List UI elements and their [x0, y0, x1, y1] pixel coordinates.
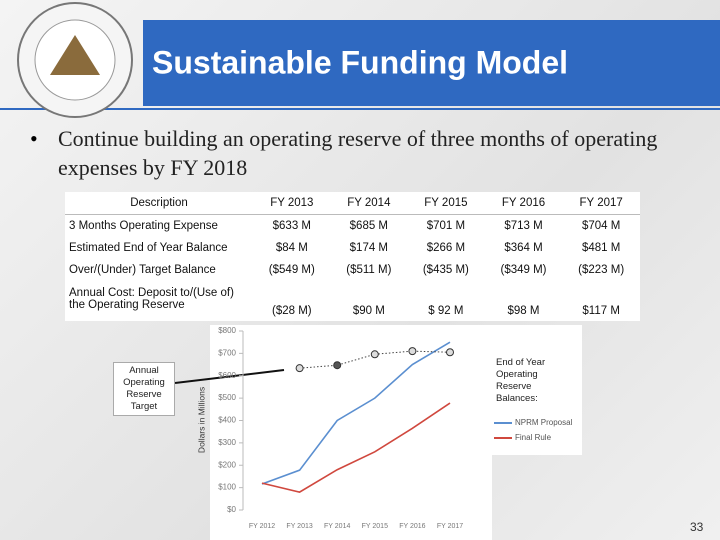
table-cell: ($511 M): [346, 264, 392, 276]
column-header: FY 2014: [330, 192, 408, 215]
table-cell: $364 M: [504, 242, 543, 254]
y-tick-label: $400: [218, 416, 236, 425]
table-cell: $ 92 M: [428, 305, 464, 317]
bullet-text: Continue building an operating reserve o…: [58, 126, 658, 180]
y-axis-label: Dollars in Millions: [196, 387, 206, 453]
table-row: Annual Cost: Deposit to/(Use of) the Ope…: [65, 281, 640, 321]
table-cell: $266 M: [426, 242, 466, 254]
y-tick-label: $800: [218, 326, 236, 335]
table-cell: $98 M: [507, 305, 540, 317]
annotation-arrow: [174, 369, 285, 384]
y-tick-label: $200: [218, 460, 236, 469]
table-cell: $90 M: [352, 305, 385, 317]
table-cell: $701 M: [426, 220, 466, 232]
point-marker: [333, 361, 342, 370]
series-line: [299, 350, 451, 369]
table-cell: ($349 M): [500, 264, 547, 276]
column-header: FY 2016: [484, 192, 563, 215]
table-cell: Annual Cost: Deposit to/(Use of) the Ope…: [69, 287, 234, 311]
series-line: [261, 341, 451, 485]
x-tick-label: FY 2013: [286, 523, 312, 530]
header-rule: [0, 108, 720, 110]
annotation: Annual Operating Reserve Target: [113, 362, 175, 416]
table-row: Estimated End of Year Balance $84 M $174 M…: [65, 237, 640, 259]
y-tick-label: $600: [218, 371, 236, 380]
page-number: 33: [690, 520, 704, 534]
x-tick-label: FY 2015: [362, 523, 388, 530]
table-row: 3 Months Operating Expense $633 M $685 M $7…: [65, 215, 640, 238]
annotation: End of Year Operating Reserve Balances:: [496, 357, 546, 404]
column-header: Description: [65, 192, 253, 215]
slide-title: Sustainable Funding Model: [152, 44, 568, 80]
y-tick-label: $100: [218, 483, 236, 492]
table-cell: Estimated End of Year Balance: [69, 242, 228, 254]
table-cell: ($549 M): [268, 264, 315, 276]
bullet-marker: •: [30, 126, 38, 151]
y-tick-label: $300: [218, 438, 236, 447]
column-header: FY 2013: [253, 192, 331, 215]
x-tick-label: FY 2012: [249, 523, 275, 530]
series-line: [261, 402, 451, 493]
table-cell: $685 M: [349, 220, 389, 232]
y-tick-label: $0: [227, 505, 236, 514]
legend-label: NPRM Proposal: [515, 418, 573, 427]
y-tick-label: $700: [218, 348, 236, 357]
table-cell: ($435 M): [422, 264, 469, 276]
x-tick-label: FY 2014: [324, 523, 350, 530]
point-marker: [295, 364, 304, 373]
header-bar: [143, 20, 720, 106]
table-cell: $704 M: [581, 220, 621, 232]
table-row: Over/(Under) Target Balance ($549 M) ($511…: [65, 259, 640, 281]
table-cell: $117 M: [582, 305, 620, 317]
table-cell: 3 Months Operating Expense: [69, 220, 218, 232]
x-tick-label: FY 2017: [437, 523, 463, 530]
table-cell: ($28 M): [272, 305, 312, 317]
seal-eagle: [50, 35, 100, 75]
point-marker: [370, 350, 379, 359]
table-cell: $713 M: [504, 220, 543, 232]
table-cell: $84 M: [275, 242, 308, 254]
table-cell: $633 M: [272, 220, 311, 232]
y-tick-label: $500: [218, 393, 236, 402]
funding-table: Description FY 2013 FY 2014 FY 2015 FY 2016 F…: [65, 192, 640, 321]
column-header: FY 2015: [407, 192, 485, 215]
column-header: FY 2017: [562, 192, 640, 215]
chart: $0 $100 $200 $300 $400 $500 $600 $700 $800 Dollar…: [196, 326, 572, 530]
chart-bg: [210, 325, 492, 540]
point-marker: [408, 347, 417, 356]
x-tick-label: FY 2016: [399, 523, 425, 530]
chart-legend-bg: [492, 325, 582, 455]
point-marker: [446, 348, 454, 357]
table-cell: Over/(Under) Target Balance: [69, 264, 216, 276]
table-cell: $481 M: [581, 242, 621, 254]
table-cell: ($223 M): [578, 264, 625, 276]
legend-label: Final Rule: [515, 433, 552, 442]
table-cell: $174 M: [349, 242, 389, 254]
